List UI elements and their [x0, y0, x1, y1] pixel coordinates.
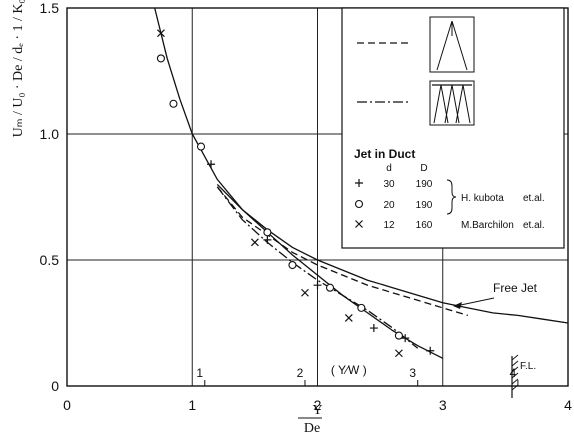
y-tick-label: 1.0 [40, 126, 60, 142]
legend-title: Jet in Duct [354, 147, 415, 161]
data-point [301, 288, 309, 297]
legend-box [341, 7, 565, 249]
single-jet-lines [436, 20, 468, 71]
data-point [426, 346, 435, 355]
multi-jet-diagram [429, 80, 475, 126]
legend-marker [355, 220, 363, 228]
x-tick-label: 0 [63, 397, 71, 413]
legend-marker [354, 199, 364, 209]
y-tick-label: 1.5 [40, 0, 60, 16]
x-tick-label: 1 [188, 397, 196, 413]
free-jet-label: Free Jet [493, 281, 538, 295]
free-jet-leader [455, 297, 495, 307]
fl-label: F.L. [520, 361, 536, 372]
legend-d-value: 20 [383, 200, 395, 211]
fl-hatch [511, 372, 519, 379]
data-point [394, 331, 403, 340]
legend-col-D: D [420, 163, 427, 174]
secondary-tick-label: 2 [297, 366, 304, 380]
fl-hatch [511, 366, 519, 373]
data-point [401, 334, 410, 343]
data-point [169, 99, 178, 108]
x-tick-label: 4 [564, 397, 572, 413]
legend-ref1: H. kubota [461, 193, 504, 204]
series-lines [154, 7, 569, 359]
axis-labels: Y De Uₘ / U₀ · De / dₑ · 1 / K₀ [11, 0, 323, 436]
series-line-dashed [216, 186, 468, 317]
series-line-solid [154, 7, 444, 359]
legend-D-value: 160 [416, 220, 433, 231]
data-point [196, 142, 206, 151]
legend-brace [446, 179, 457, 215]
secondary-tick-label: 3 [409, 366, 416, 380]
legend-ref1-etal: et.al. [523, 193, 545, 204]
x-axis-label-num: Y [312, 403, 322, 418]
secondary-axis-label: ( Y⁄W ) [331, 363, 367, 377]
data-point [157, 29, 165, 38]
x-tick-label: 3 [439, 397, 447, 413]
data-point [369, 324, 378, 333]
data-point [263, 228, 272, 237]
single-jet-diagram [429, 16, 475, 73]
multi-jet-lines [433, 84, 471, 124]
free-jet-arrowhead [453, 302, 462, 309]
fl-hatch [511, 354, 519, 361]
data-point [357, 303, 366, 312]
series-line-freejet [216, 183, 569, 324]
data-points [156, 29, 435, 358]
data-point [207, 160, 216, 169]
legend-D-value: 190 [416, 200, 433, 211]
legend: Jet in Duct d D 30 190 20 190 12 160 H. kubota et.… [341, 7, 565, 249]
legend-ref2-etal: et.al. [523, 220, 545, 231]
x-axis-label-den: De [304, 421, 320, 436]
legend-col-d: d [386, 163, 392, 174]
data-point [250, 238, 259, 247]
secondary-tick-label: 1 [196, 366, 203, 380]
fl-hatch [511, 378, 519, 385]
data-point [394, 349, 403, 358]
data-point [288, 260, 297, 270]
annotations: Free Jet F.L. [453, 281, 538, 398]
fl-hatch [511, 384, 519, 391]
y-axis-label: Uₘ / U₀ · De / dₑ · 1 / K₀ [11, 0, 26, 137]
plot-frame [66, 7, 569, 387]
data-point [344, 314, 353, 322]
y-tick-label: 0 [51, 378, 59, 394]
fl-hatch [511, 360, 519, 367]
x-tick-label: 2 [314, 397, 322, 413]
y-tick-label: 0.5 [40, 252, 60, 268]
data-point [325, 283, 335, 292]
secondary-tick-label: 4 [510, 366, 517, 380]
legend-ref2: M.Barchilon [461, 220, 514, 231]
axes [66, 7, 569, 387]
series-line-dashdot [216, 186, 419, 349]
data-point [263, 235, 272, 244]
tick-labels: 0 1 2 3 400.51.01.51 2 3 4( Y⁄W ) [40, 0, 573, 413]
legend-marker [355, 179, 363, 187]
data-point [156, 54, 165, 63]
data-point [313, 281, 322, 290]
legend-d-value: 12 [383, 220, 395, 231]
legend-d-value: 30 [383, 179, 395, 190]
legend-D-value: 190 [416, 179, 433, 190]
